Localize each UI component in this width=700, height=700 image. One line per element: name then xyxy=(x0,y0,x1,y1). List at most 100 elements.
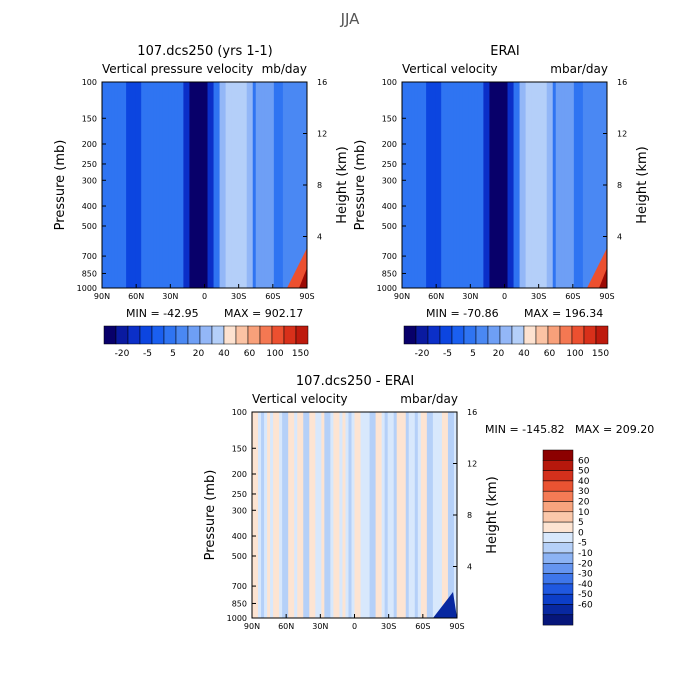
x-tick-label: 30N xyxy=(462,292,478,301)
field-cell xyxy=(438,412,443,618)
field-cell xyxy=(201,82,206,288)
field-cell xyxy=(336,412,341,618)
height-tick-label: 12 xyxy=(317,130,327,139)
y-tick-label: 150 xyxy=(82,114,97,123)
field-cell xyxy=(465,82,469,288)
field-cell xyxy=(405,412,410,618)
field-cell xyxy=(573,82,578,288)
y-tick-label: 100 xyxy=(232,408,247,417)
field-cell xyxy=(216,82,221,288)
field-cell xyxy=(513,82,518,288)
x-tick-label: 60S xyxy=(265,292,280,301)
field-cell xyxy=(549,82,554,288)
field-cell xyxy=(117,82,121,288)
field-cell xyxy=(291,412,295,618)
panel-title: 107.dcs250 (yrs 1-1) xyxy=(137,44,272,59)
field-cell xyxy=(330,412,334,618)
panel-subtitle-right: mbar/day xyxy=(550,62,608,76)
field-cell xyxy=(552,82,557,288)
field-cell xyxy=(420,82,424,288)
field-cell xyxy=(444,82,448,288)
field-cell xyxy=(414,412,419,618)
field-cell xyxy=(108,82,112,288)
field-cell xyxy=(306,412,310,618)
colorbar-label: 5 xyxy=(578,518,584,528)
y-tick-label: 700 xyxy=(82,252,97,261)
field-cell xyxy=(441,412,446,618)
field-cell xyxy=(447,412,452,618)
field-cell xyxy=(381,412,386,618)
field-cell xyxy=(585,82,590,288)
colorbar-swatch xyxy=(295,325,309,345)
field-cell xyxy=(348,412,353,618)
field-cell xyxy=(357,412,362,618)
y-tick-label: 150 xyxy=(382,114,397,123)
min-value: MIN = -70.86 xyxy=(426,307,499,320)
colorbar-swatch xyxy=(542,470,574,482)
y-tick-label: 250 xyxy=(382,160,397,169)
field-cell xyxy=(210,82,215,288)
field-cell xyxy=(342,412,347,618)
field-cell xyxy=(285,82,290,288)
field-cell xyxy=(570,82,575,288)
field-cell xyxy=(300,82,305,288)
field-cell xyxy=(204,82,209,288)
colorbar-swatch xyxy=(542,604,574,616)
colorbar-swatch xyxy=(535,325,549,345)
colorbar-swatch xyxy=(103,325,117,345)
field-cell xyxy=(183,82,188,288)
field-cell xyxy=(315,412,319,618)
field-cell xyxy=(393,412,398,618)
colorbar-swatch xyxy=(511,325,525,345)
y-tick-label: 300 xyxy=(382,176,397,185)
colorbar-swatch xyxy=(139,325,153,345)
field-shading xyxy=(102,82,307,288)
x-tick-label: 60N xyxy=(278,622,294,631)
colorbar-swatch xyxy=(542,614,574,626)
field-cell xyxy=(441,82,445,288)
field-cell xyxy=(576,82,581,288)
colorbar-label: 100 xyxy=(566,349,583,359)
field-cell xyxy=(324,412,328,618)
field-cell xyxy=(144,82,148,288)
field-cell xyxy=(378,412,383,618)
colorbar-swatch xyxy=(451,325,465,345)
field-cell xyxy=(429,412,434,618)
colorbar-label: -60 xyxy=(578,601,593,611)
colorbar-swatch xyxy=(559,325,573,345)
field-cell xyxy=(522,82,527,288)
field-cell xyxy=(411,412,416,618)
field-cell xyxy=(177,82,181,288)
y-tick-label: 100 xyxy=(82,78,97,87)
y-axis-label: Pressure (mb) xyxy=(353,140,368,231)
field-cell xyxy=(516,82,521,288)
colorbar-swatch xyxy=(475,325,489,345)
field-cell xyxy=(597,82,602,288)
panel-subtitle-left: Vertical velocity xyxy=(252,392,348,406)
field-cell xyxy=(285,412,289,618)
colorbar-label: -5 xyxy=(143,349,152,359)
field-cell xyxy=(219,82,224,288)
y-tick-label: 250 xyxy=(82,160,97,169)
colorbar-swatch xyxy=(175,325,189,345)
colorbar-label: 0 xyxy=(578,528,584,538)
colorbar-swatch xyxy=(259,325,273,345)
field-cell xyxy=(435,82,439,288)
height-tick-label: 12 xyxy=(617,130,627,139)
panel-subtitle-left: Vertical velocity xyxy=(402,62,498,76)
field-cell xyxy=(423,82,427,288)
field-cell xyxy=(360,412,365,618)
field-cell xyxy=(456,82,460,288)
colorbar-swatch xyxy=(547,325,561,345)
field-cell xyxy=(495,82,500,288)
x-tick-label: 0 xyxy=(502,292,507,301)
colorbar-label: 20 xyxy=(578,498,590,508)
height-tick-label: 8 xyxy=(317,181,322,190)
max-value: MAX = 209.20 xyxy=(575,423,654,436)
height-tick-label: 16 xyxy=(617,78,627,87)
colorbar-label: 40 xyxy=(518,349,530,359)
field-cell xyxy=(396,412,401,618)
colorbar-label: -20 xyxy=(115,349,130,359)
field-cell xyxy=(129,82,133,288)
field-cell xyxy=(384,412,389,618)
